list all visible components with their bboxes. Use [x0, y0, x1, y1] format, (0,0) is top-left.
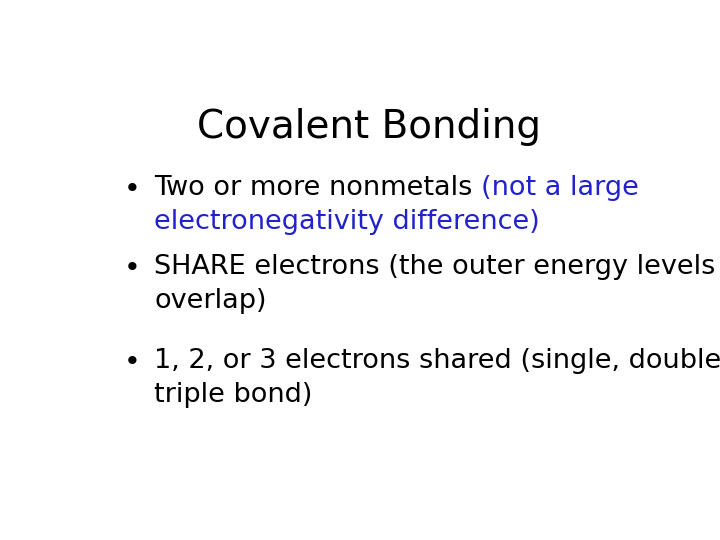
Text: Covalent Bonding: Covalent Bonding	[197, 109, 541, 146]
Text: SHARE electrons (the outer energy levels: SHARE electrons (the outer energy levels	[154, 254, 716, 280]
Text: (not a large: (not a large	[481, 175, 639, 201]
Text: •: •	[123, 175, 140, 203]
Text: •: •	[123, 348, 140, 375]
Text: triple bond): triple bond)	[154, 382, 312, 408]
Text: •: •	[123, 254, 140, 282]
Text: 1, 2, or 3 electrons shared (single, double, or: 1, 2, or 3 electrons shared (single, dou…	[154, 348, 720, 374]
Text: overlap): overlap)	[154, 288, 266, 314]
Text: electronegativity difference): electronegativity difference)	[154, 209, 540, 235]
Text: Two or more nonmetals: Two or more nonmetals	[154, 175, 481, 201]
